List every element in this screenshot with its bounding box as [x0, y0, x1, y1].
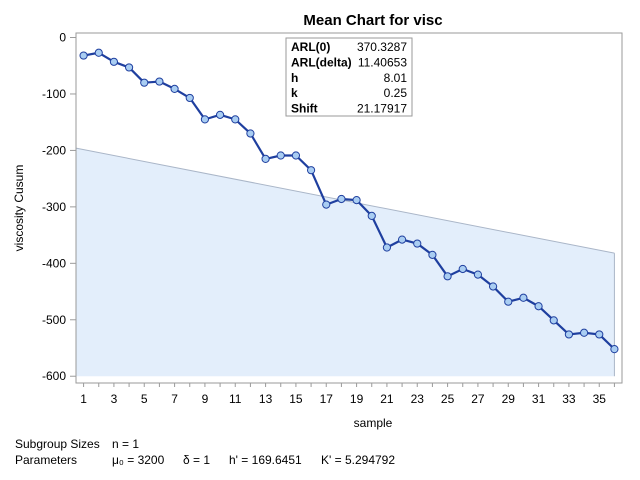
y-axis-label: viscosity Cusum	[12, 165, 26, 252]
x-tick-label: 33	[562, 392, 576, 406]
stat-label: Shift	[291, 102, 318, 116]
cusum-point	[504, 297, 513, 306]
parameters-label: Parameters	[15, 453, 78, 467]
v-mask-band	[75, 147, 615, 377]
y-tick-label: 0	[59, 31, 66, 45]
cusum-point	[124, 63, 134, 72]
cusum-point	[519, 293, 528, 302]
cusum-point	[428, 250, 437, 259]
stat-label: ARL(0)	[291, 40, 330, 54]
cusum-point	[595, 330, 604, 339]
stat-value: 11.40653	[358, 55, 407, 69]
cusum-point	[352, 195, 361, 205]
parameter-h-prime: h' = 169.6451	[229, 453, 302, 467]
mask-upper-arm	[75, 147, 615, 254]
stat-label: k	[291, 86, 298, 100]
y-tick-label: -100	[42, 87, 66, 101]
cusum-point	[215, 110, 225, 119]
y-tick-label: -300	[42, 200, 66, 214]
stat-label: ARL(delta)	[291, 55, 352, 69]
stat-value: 8.01	[384, 71, 408, 85]
cusum-point	[276, 151, 285, 160]
stat-label: h	[291, 71, 298, 85]
x-tick-label: 23	[411, 392, 425, 406]
cusum-point	[322, 200, 331, 209]
cusum-point	[549, 316, 558, 325]
cusum-point	[337, 194, 346, 204]
x-tick-label: 11	[229, 392, 242, 406]
cusum-point	[579, 328, 589, 337]
cusum-point	[473, 270, 483, 279]
cusum-series	[79, 48, 619, 354]
x-tick-label: 17	[320, 392, 334, 406]
cusum-point	[231, 115, 240, 124]
y-tick-label: -600	[42, 369, 66, 383]
stat-value: 370.3287	[357, 40, 407, 54]
x-tick-label: 27	[471, 392, 485, 406]
x-tick-label: 1	[80, 392, 87, 406]
cusum-point	[488, 282, 498, 291]
cusum-point	[443, 272, 452, 281]
cusum-point	[185, 93, 194, 103]
plot-frame	[75, 32, 623, 384]
parameter-delta: δ = 1	[183, 453, 211, 467]
parameter-k-prime: K' = 5.294792	[321, 453, 396, 467]
cusum-point	[94, 48, 103, 57]
stat-value: 21.17917	[357, 102, 407, 116]
parameter-mu0: μ₀ = 3200	[112, 453, 165, 467]
chart-title: Mean Chart for visc	[303, 12, 442, 29]
x-tick-label: 13	[259, 392, 273, 406]
x-tick-label: 15	[289, 392, 303, 406]
x-tick-label: 7	[171, 392, 178, 406]
y-axis: 0 -100 -200 -300 -400 -500 -600	[42, 31, 76, 383]
cusum-point	[564, 330, 574, 339]
cusum-point	[140, 78, 149, 87]
y-tick-label: -500	[42, 313, 66, 327]
x-axis: 1 3 5 7 9 11 13 15 17 19 21 23 25 27 29 31 33 35	[80, 383, 615, 406]
cusum-point	[610, 345, 619, 354]
x-tick-label: 31	[532, 392, 546, 406]
cusum-point	[291, 151, 301, 160]
cusum-point	[200, 115, 210, 124]
cusum-point	[367, 211, 376, 221]
mask-band-area	[76, 148, 615, 377]
cusum-point	[413, 239, 422, 248]
subgroup-sizes-value: n = 1	[112, 437, 140, 451]
x-tick-label: 19	[350, 392, 364, 406]
y-tick-label: -400	[42, 256, 66, 270]
cusum-point	[397, 235, 407, 244]
cusum-point	[246, 129, 255, 138]
cusum-point	[109, 57, 119, 66]
x-tick-label: 9	[202, 392, 209, 406]
cusum-point	[79, 51, 88, 60]
subgroup-sizes-label: Subgroup Sizes	[15, 437, 100, 451]
cusum-point	[261, 154, 270, 163]
x-tick-label: 3	[111, 392, 118, 406]
x-tick-label: 25	[441, 392, 455, 406]
x-tick-label: 5	[141, 392, 148, 406]
cusum-point	[534, 302, 543, 311]
x-tick-label: 29	[502, 392, 516, 406]
cusum-point	[306, 166, 316, 175]
stats-inset: ARL(0) 370.3287 ARL(delta) 11.40653 h 8.01 k 0.…	[285, 37, 413, 117]
cusum-point	[382, 243, 392, 252]
cusum-point	[170, 84, 179, 93]
stat-value: 0.25	[384, 86, 408, 100]
stats-inset-frame	[285, 37, 413, 117]
x-tick-label: 35	[593, 392, 607, 406]
x-axis-label: sample	[354, 416, 393, 430]
x-tick-label: 21	[380, 392, 394, 406]
cusum-point	[458, 264, 467, 274]
cusum-point	[155, 77, 164, 86]
y-tick-label: -200	[42, 143, 66, 157]
